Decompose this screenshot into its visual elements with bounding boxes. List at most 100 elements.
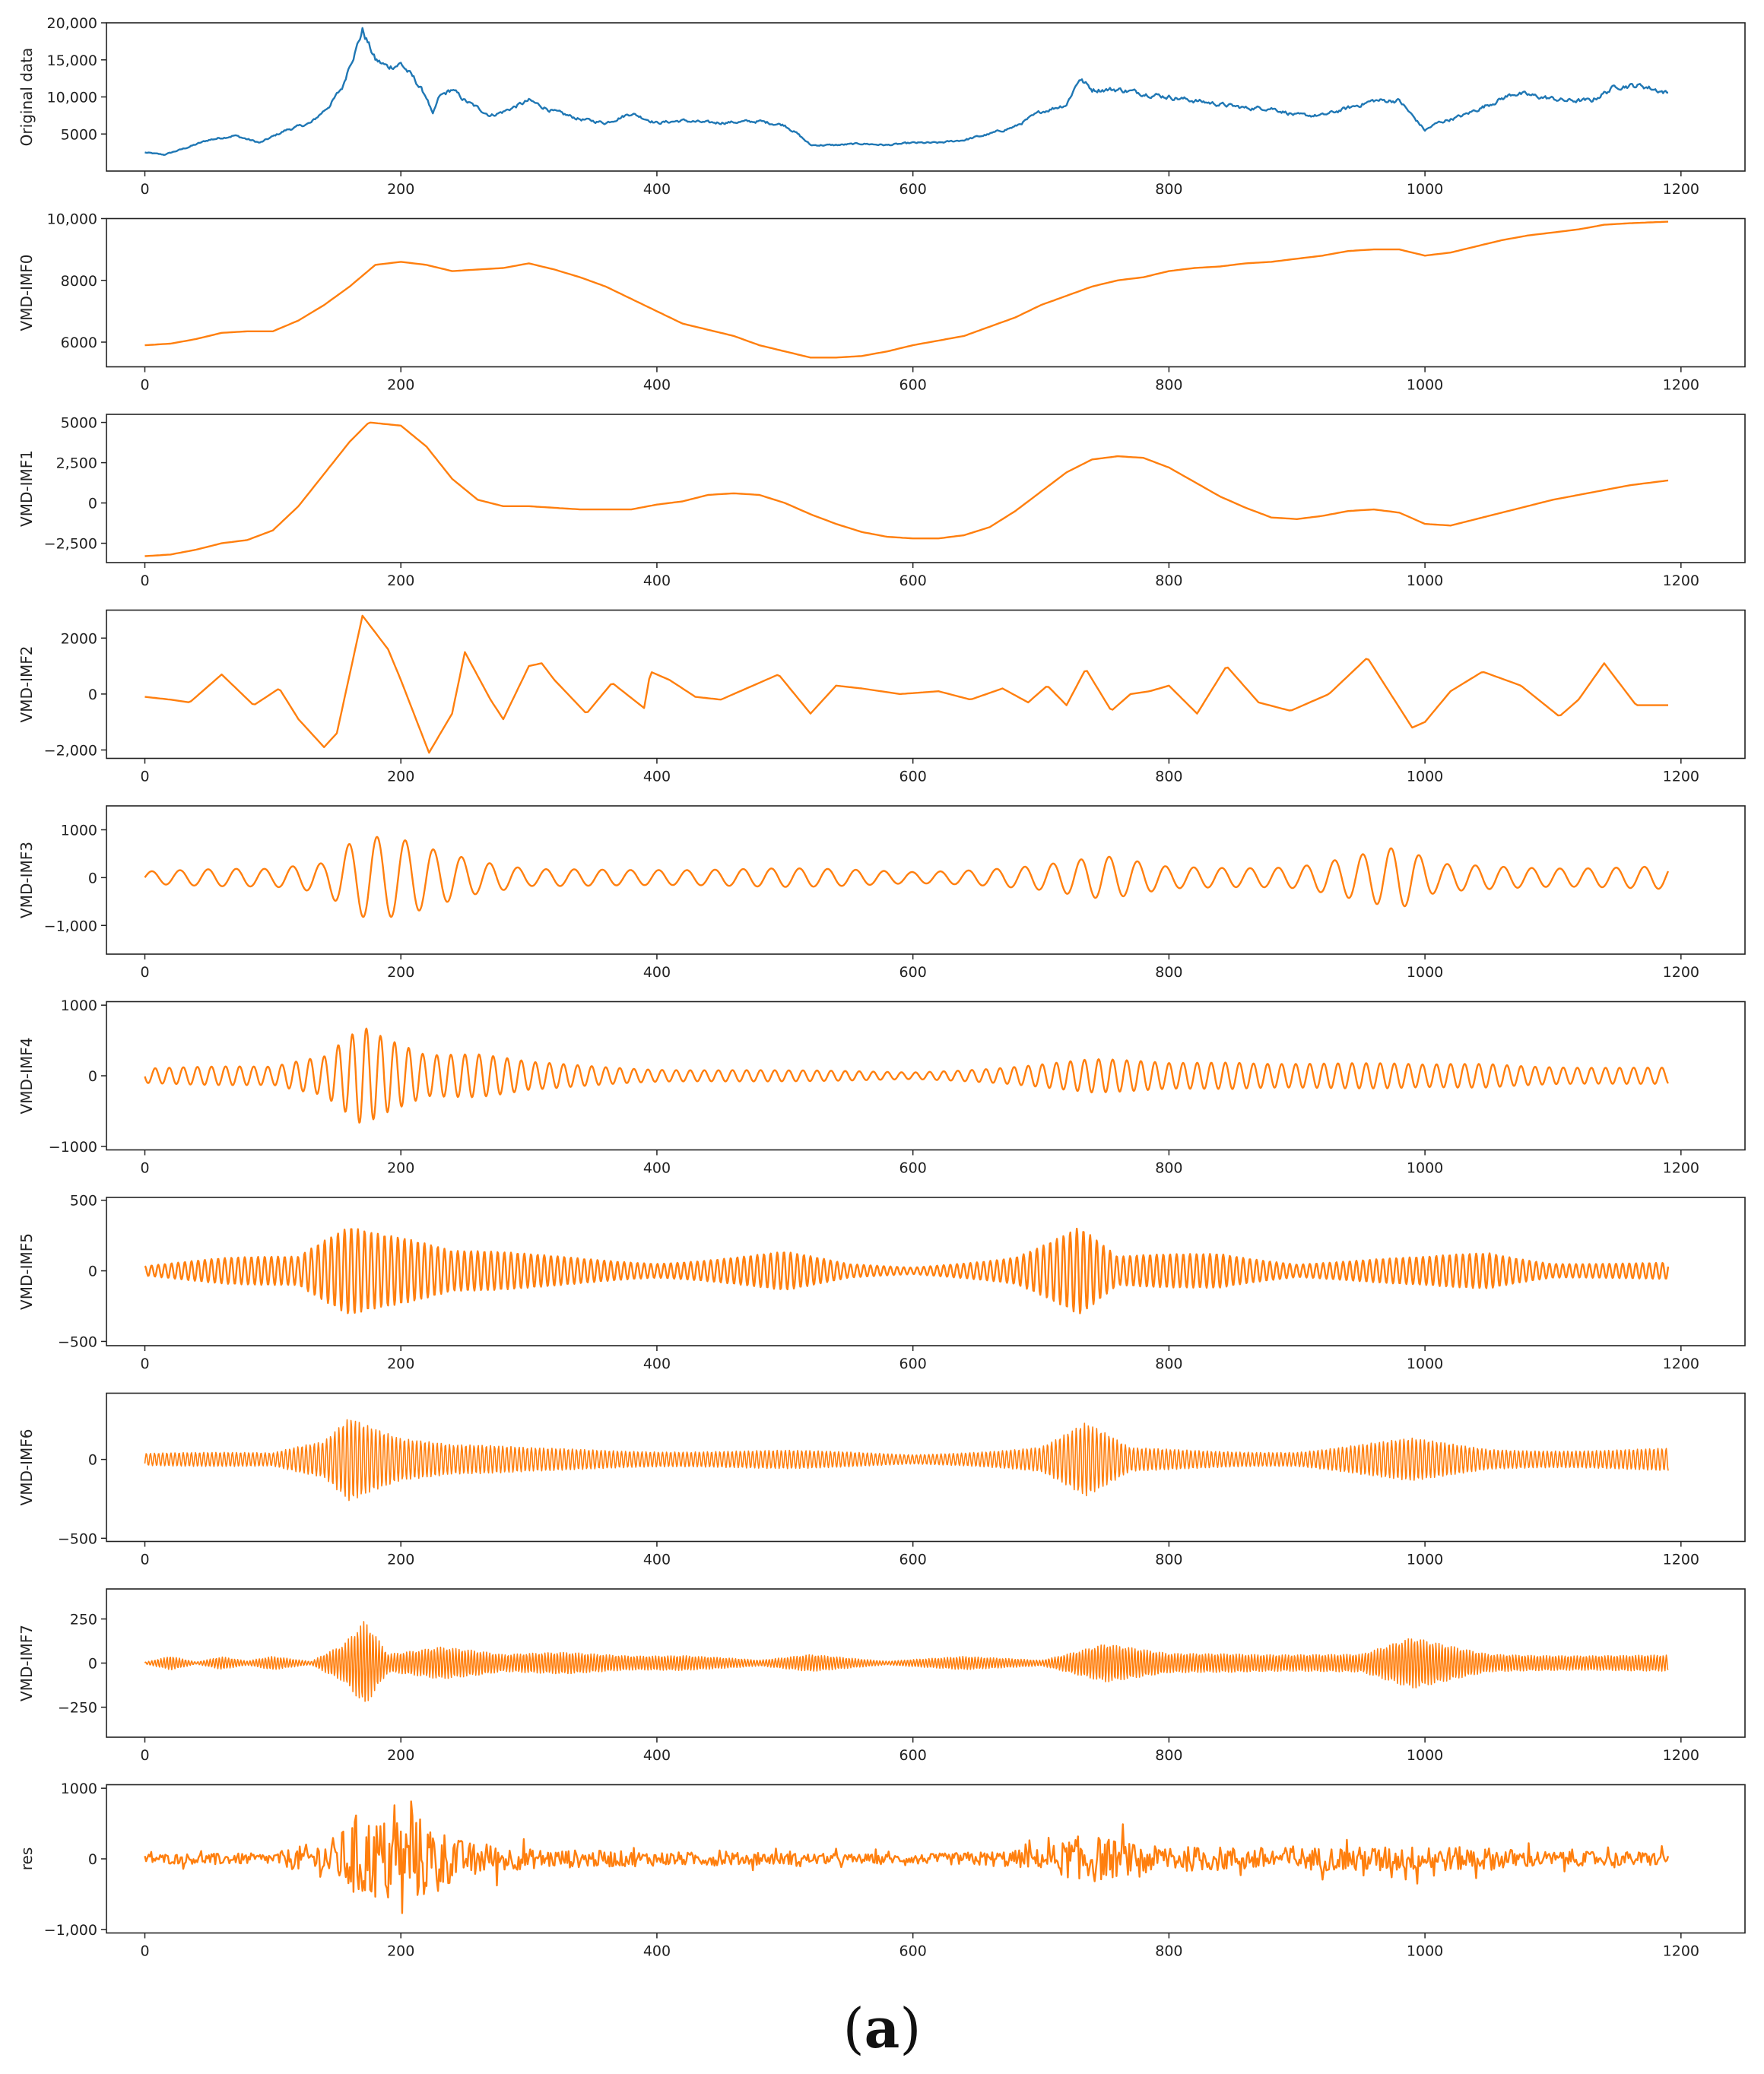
axes-frame-7 — [106, 1197, 1746, 1346]
y-tick-label-4-0: −2,000 — [44, 742, 97, 759]
y-axis-label-8: VMD-IMF6 — [17, 1429, 36, 1506]
x-tick-label-9-600: 600 — [899, 1747, 927, 1764]
x-tick-label-7-1000: 1000 — [1407, 1356, 1443, 1372]
x-tick-label-5-400: 400 — [643, 964, 671, 981]
y-axis-label-4: VMD-IMF2 — [17, 646, 36, 723]
x-tick-label-4-1200: 1200 — [1663, 769, 1699, 785]
x-tick-label-9-400: 400 — [643, 1747, 671, 1764]
x-tick-label-2-800: 800 — [1155, 377, 1182, 394]
y-tick-label-6-2: 1000 — [61, 997, 97, 1014]
series-line-5 — [144, 836, 1670, 918]
y-tick-label-2-2: 10,000 — [47, 211, 97, 228]
x-tick-label-2-400: 400 — [643, 377, 671, 394]
x-tick-label-3-200: 200 — [387, 572, 414, 589]
subplot-8: 0 200 400 600 800 1000 1200 −500 0 VMD-IMF6 — [17, 1392, 1746, 1568]
x-tick-label-1-200: 200 — [387, 181, 414, 198]
x-tick-label-8-600: 600 — [899, 1552, 927, 1568]
axes-frame-5 — [106, 805, 1746, 955]
subplot-1: 0 200 400 600 800 1000 1200 5000 10,000 15,000 20,… — [17, 15, 1746, 198]
axes-frame-8 — [106, 1392, 1746, 1543]
x-tick-label-6-600: 600 — [899, 1160, 927, 1177]
x-tick-label-7-400: 400 — [643, 1356, 671, 1372]
x-tick-label-5-200: 200 — [387, 964, 414, 981]
x-tick-label-2-600: 600 — [899, 377, 927, 394]
axes-frame-2 — [106, 217, 1746, 368]
x-tick-label-6-1000: 1000 — [1407, 1160, 1443, 1177]
y-tick-label-6-0: −1000 — [49, 1139, 97, 1156]
y-tick-label-7-2: 500 — [70, 1193, 97, 1210]
x-tick-label-6-800: 800 — [1155, 1160, 1182, 1177]
x-tick-label-9-0: 0 — [140, 1747, 149, 1764]
y-tick-label-10-2: 1000 — [61, 1781, 97, 1797]
x-tick-label-2-0: 0 — [140, 377, 149, 394]
x-tick-label-8-800: 800 — [1155, 1552, 1182, 1568]
x-tick-label-10-0: 0 — [140, 1943, 149, 1960]
x-tick-label-7-600: 600 — [899, 1356, 927, 1372]
y-tick-label-2-0: 6000 — [61, 335, 97, 351]
x-tick-label-5-1000: 1000 — [1407, 964, 1443, 981]
y-tick-label-1-0: 5000 — [61, 126, 97, 143]
y-tick-label-9-2: 250 — [70, 1611, 97, 1628]
y-axis-label-3: VMD-IMF1 — [17, 450, 36, 527]
x-tick-label-1-1000: 1000 — [1407, 181, 1443, 198]
y-axis-label-7: VMD-IMF5 — [17, 1233, 36, 1310]
y-tick-label-1-3: 20,000 — [47, 15, 97, 32]
y-axis-label-5: VMD-IMF3 — [17, 842, 36, 918]
x-tick-label-6-0: 0 — [140, 1160, 149, 1177]
subplot-5: 0 200 400 600 800 1000 1200 −1,000 0 1000 VMD-IMF3 — [17, 805, 1746, 981]
y-tick-label-10-0: −1,000 — [44, 1922, 97, 1939]
x-tick-label-3-0: 0 — [140, 572, 149, 589]
caption-letter: a — [864, 1996, 900, 2060]
x-tick-label-10-1000: 1000 — [1407, 1943, 1443, 1960]
series-line-6 — [144, 1027, 1670, 1124]
y-tick-label-5-2: 1000 — [61, 822, 97, 839]
axes-frame-1 — [106, 22, 1746, 172]
y-tick-label-2-1: 8000 — [61, 273, 97, 290]
series-line-2 — [144, 220, 1669, 359]
x-tick-label-10-200: 200 — [387, 1943, 414, 1960]
x-tick-label-2-1000: 1000 — [1407, 377, 1443, 394]
x-tick-label-8-1000: 1000 — [1407, 1552, 1443, 1568]
x-tick-label-1-800: 800 — [1155, 181, 1182, 198]
series-line-10 — [144, 1800, 1670, 1914]
y-axis-label-2: VMD-IMF0 — [17, 255, 36, 331]
x-tick-label-4-600: 600 — [899, 769, 927, 785]
x-tick-label-8-0: 0 — [140, 1552, 149, 1568]
subplot-9: 0 200 400 600 800 1000 1200 −250 0 250 VMD-IMF7 — [17, 1588, 1746, 1764]
y-tick-label-8-1: 0 — [88, 1452, 97, 1469]
y-tick-label-7-1: 0 — [88, 1264, 97, 1280]
series-line-1 — [144, 27, 1668, 156]
x-tick-label-9-1000: 1000 — [1407, 1747, 1443, 1764]
series-line-8 — [144, 1419, 1669, 1502]
y-tick-label-5-0: −1,000 — [44, 918, 97, 934]
x-tick-label-8-400: 400 — [643, 1552, 671, 1568]
x-tick-label-6-1200: 1200 — [1663, 1160, 1699, 1177]
x-tick-label-7-800: 800 — [1155, 1356, 1182, 1372]
y-tick-label-6-1: 0 — [88, 1068, 97, 1085]
y-tick-label-9-1: 0 — [88, 1656, 97, 1673]
caption-open-paren: ( — [842, 1996, 865, 2060]
x-tick-label-10-400: 400 — [643, 1943, 671, 1960]
x-tick-label-8-200: 200 — [387, 1552, 414, 1568]
y-tick-label-3-2: 2,500 — [56, 455, 97, 472]
x-tick-label-2-200: 200 — [387, 377, 414, 394]
y-tick-label-3-3: 5000 — [61, 415, 97, 432]
y-tick-label-5-1: 0 — [88, 870, 97, 886]
x-tick-label-4-0: 0 — [140, 769, 149, 785]
figure-caption: (a) — [0, 1996, 1764, 2060]
x-tick-label-7-0: 0 — [140, 1356, 149, 1372]
series-line-3 — [144, 421, 1669, 557]
y-tick-label-1-2: 15,000 — [47, 52, 97, 69]
x-tick-label-10-600: 600 — [899, 1943, 927, 1960]
y-tick-label-9-0: −250 — [58, 1700, 97, 1717]
y-tick-label-4-1: 0 — [88, 687, 97, 703]
x-tick-label-7-1200: 1200 — [1663, 1356, 1699, 1372]
series-line-9 — [144, 1621, 1669, 1702]
x-tick-label-5-600: 600 — [899, 964, 927, 981]
subplot-2: 0 200 400 600 800 1000 1200 6000 8000 10,000 VMD-I… — [17, 211, 1746, 394]
y-tick-label-3-1: 0 — [88, 496, 97, 512]
x-tick-label-3-800: 800 — [1155, 572, 1182, 589]
x-tick-label-3-600: 600 — [899, 572, 927, 589]
y-axis-label-10: res — [17, 1847, 36, 1871]
